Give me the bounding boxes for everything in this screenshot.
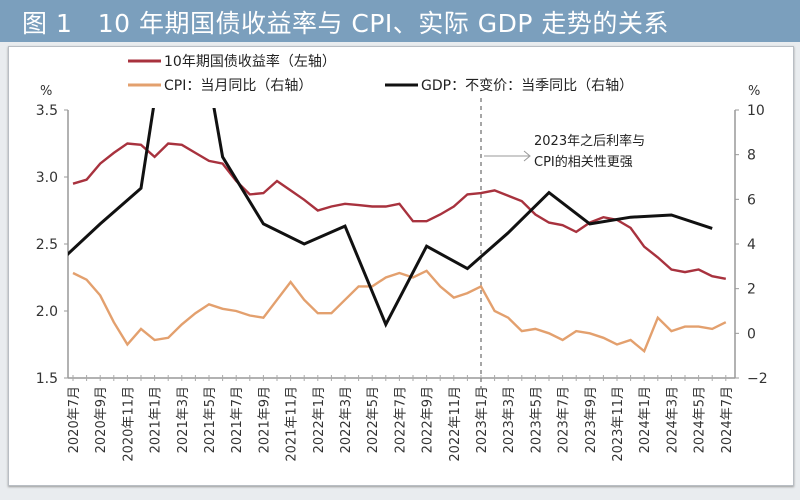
right-tick-label: −2 xyxy=(747,371,768,387)
chart-title: 图 1 10 年期国债收益率与 CPI、实际 GDP 走势的关系 xyxy=(22,9,669,38)
x-tick-label: 2023年3月 xyxy=(502,386,517,453)
legend-gdp-label: GDP：不变价：当季同比（右轴） xyxy=(421,78,633,94)
x-tick-label: 2022年5月 xyxy=(366,386,381,453)
chart-panel xyxy=(8,46,794,486)
x-tick-label: 2022年11月 xyxy=(448,386,463,462)
x-tick-label: 2022年9月 xyxy=(421,386,436,453)
x-tick-label: 2023年9月 xyxy=(584,386,599,453)
x-tick-label: 2023年1月 xyxy=(475,386,490,453)
right-axis-unit: % xyxy=(748,84,760,99)
x-tick-label: 2024年7月 xyxy=(720,386,735,453)
x-tick-label: 2023年7月 xyxy=(557,386,572,453)
x-tick-label: 2024年1月 xyxy=(638,386,653,453)
x-tick-label: 2020年11月 xyxy=(121,386,136,462)
right-tick-label: 8 xyxy=(747,148,756,164)
x-tick-label: 2023年11月 xyxy=(611,386,626,462)
left-axis-unit: % xyxy=(40,84,52,99)
x-tick-label: 2021年5月 xyxy=(203,386,218,453)
title-banner: 图 1 10 年期国债收益率与 CPI、实际 GDP 走势的关系 xyxy=(0,0,800,42)
right-tick-label: 6 xyxy=(747,192,756,208)
cpi-line xyxy=(72,269,727,354)
x-tick-label: 2021年3月 xyxy=(176,386,191,453)
annotation-line2: CPI的相关性更强 xyxy=(534,154,633,170)
left-tick-label: 2.5 xyxy=(36,237,58,253)
right-tick-label: 4 xyxy=(747,237,756,253)
plot-area xyxy=(68,108,727,354)
x-tick-label: 2024年3月 xyxy=(665,386,680,453)
x-tick-label: 2021年11月 xyxy=(285,386,300,462)
left-tick-label: 1.5 xyxy=(36,371,58,387)
left-tick-label: 3.0 xyxy=(36,170,58,186)
legend-cpi-label: CPI：当月同比（右轴） xyxy=(164,78,312,94)
x-tick-label: 2020年7月 xyxy=(67,386,82,453)
x-tick-label: 2020年9月 xyxy=(94,386,109,453)
x-tick-label: 2022年1月 xyxy=(312,386,327,453)
x-tick-label: 2021年1月 xyxy=(149,386,164,453)
x-tick-label: 2022年3月 xyxy=(339,386,354,453)
right-tick-label: 2 xyxy=(747,282,756,298)
x-tick-label: 2024年5月 xyxy=(693,386,708,453)
left-tick-label: 3.5 xyxy=(36,103,58,119)
left-tick-label: 2.0 xyxy=(36,304,58,320)
legend-yield-label: 10年期国债收益率（左轴） xyxy=(164,53,336,70)
gdp-line xyxy=(68,108,713,328)
x-tick-label: 2021年9月 xyxy=(257,386,272,453)
annotation-arrowhead xyxy=(523,150,531,162)
annotation-line1: 2023年之后利率与 xyxy=(534,133,645,149)
right-tick-label: 0 xyxy=(747,326,756,342)
x-tick-label: 2021年7月 xyxy=(230,386,245,453)
x-tick-label: 2022年7月 xyxy=(393,386,408,453)
right-tick-label: 10 xyxy=(747,103,765,119)
x-tick-label: 2023年5月 xyxy=(529,386,544,453)
